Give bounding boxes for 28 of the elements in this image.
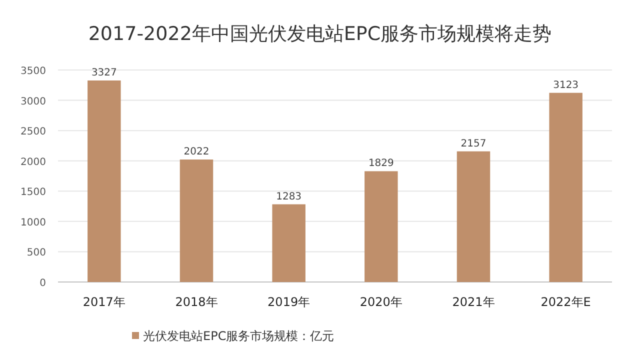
y-tick-label: 0 [40,278,46,289]
bar [88,80,121,282]
bar [364,171,398,282]
y-tick-label: 2500 [20,126,46,138]
data-label: 2022 [184,146,210,158]
bar [272,204,306,282]
y-tick-label: 1500 [20,187,46,198]
data-label: 3123 [553,80,579,91]
x-tick-label: 2019年 [268,295,310,309]
x-tick-label: 2022年E [540,295,591,309]
legend-label: 光伏发电站EPC服务市场规模：亿元 [143,329,334,343]
y-tick-label: 3000 [20,96,46,108]
y-tick-label: 1000 [20,217,46,228]
y-tick-label: 2000 [20,156,46,168]
x-tick-label: 2021年 [452,295,495,309]
bar [549,92,582,282]
data-label: 3327 [91,67,117,78]
y-tick-label: 500 [26,248,46,259]
bar [180,160,214,282]
bar [456,151,490,282]
data-label: 2157 [460,138,486,150]
x-tick-label: 2020年 [360,295,402,309]
chart-title: 2017-2022年中国光伏发电站EPC服务市场规模将走势 [88,23,552,45]
y-tick-label: 3500 [20,66,46,77]
x-tick-label: 2018年 [175,295,218,309]
data-label: 1829 [368,158,394,170]
data-label: 1283 [276,191,302,202]
x-tick-label: 2017年 [82,295,126,309]
